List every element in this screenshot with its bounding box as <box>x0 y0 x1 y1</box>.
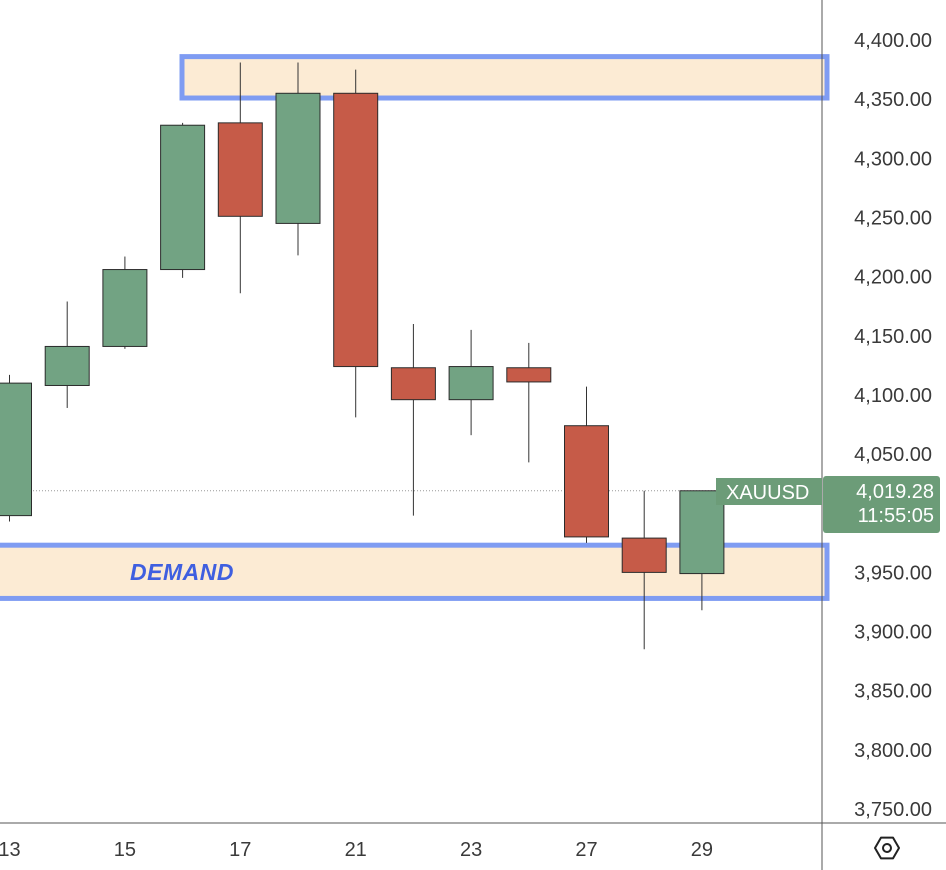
date-tick-label: 15 <box>114 839 136 861</box>
price-tick-label: 4,350.00 <box>854 89 932 111</box>
candle <box>448 329 494 436</box>
candle-body <box>333 92 379 368</box>
price-tick-label: 3,750.00 <box>854 799 932 821</box>
last-price-label: 4,019.28 <box>856 481 934 503</box>
candle <box>160 122 206 278</box>
candle <box>564 386 609 543</box>
date-tick-label: 17 <box>229 839 251 861</box>
price-tick-label: 4,200.00 <box>854 267 932 289</box>
price-tick-label: 4,400.00 <box>854 30 932 52</box>
candle <box>333 69 379 418</box>
candles-layer <box>0 62 725 650</box>
candle-body <box>0 382 32 517</box>
candle-body <box>390 367 436 401</box>
candle <box>0 374 32 522</box>
price-tick-label: 3,900.00 <box>854 622 932 644</box>
candle-body <box>44 345 90 386</box>
candle-body <box>448 366 494 401</box>
candle-body <box>102 269 148 347</box>
hexagon-gear-icon[interactable] <box>874 836 900 860</box>
date-tick-label: 13 <box>0 839 21 861</box>
last-price-tag: XAUUSD 4,019.28 11:55:05 <box>716 476 940 533</box>
date-tick-label: 27 <box>575 839 597 861</box>
countdown-label: 11:55:05 <box>858 505 934 527</box>
price-tick-label: 4,150.00 <box>854 326 932 348</box>
symbol-label: XAUUSD <box>726 482 809 504</box>
price-tick-label: 4,300.00 <box>854 148 932 170</box>
candle <box>506 342 552 463</box>
candle <box>44 301 90 408</box>
price-tick-label: 4,050.00 <box>854 444 932 466</box>
candle <box>390 323 436 516</box>
zone-box <box>179 54 830 101</box>
candle <box>275 62 321 256</box>
price-tick-label: 3,800.00 <box>854 740 932 762</box>
date-tick-label: 29 <box>691 839 713 861</box>
price-tag-bg <box>823 476 940 533</box>
date-tick-label: 23 <box>460 839 482 861</box>
candle-body <box>160 124 206 271</box>
price-tick-label: 4,100.00 <box>854 385 932 407</box>
candle <box>217 62 263 294</box>
price-tick-label: 3,850.00 <box>854 681 932 703</box>
time-axis[interactable]: 13 15 17 21 23 27 29 <box>0 839 713 861</box>
candle <box>621 490 667 650</box>
candle-body <box>621 537 667 573</box>
price-tick-label: 3,950.00 <box>854 562 932 584</box>
price-tick-label: 4,250.00 <box>854 208 932 230</box>
candle-body <box>217 122 263 217</box>
price-axis[interactable]: 3,750.00 3,800.00 3,850.00 3,900.00 3,950.00… <box>854 30 932 821</box>
date-tick-label: 21 <box>345 839 367 861</box>
candle-body <box>275 92 321 224</box>
candle-body <box>564 425 609 538</box>
zone-label: DEMAND <box>130 559 234 585</box>
candle <box>102 256 148 349</box>
candle-body <box>506 367 552 383</box>
symbol-tag-bg <box>716 478 822 505</box>
